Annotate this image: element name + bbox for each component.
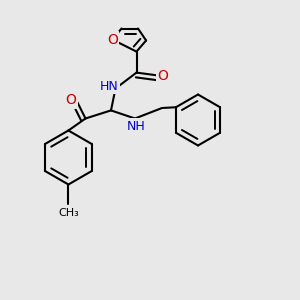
Text: O: O — [158, 69, 168, 82]
Text: O: O — [107, 33, 118, 46]
Text: CH₃: CH₃ — [58, 208, 79, 218]
Text: NH: NH — [127, 119, 146, 133]
Text: HN: HN — [100, 80, 119, 93]
Text: O: O — [66, 94, 76, 107]
